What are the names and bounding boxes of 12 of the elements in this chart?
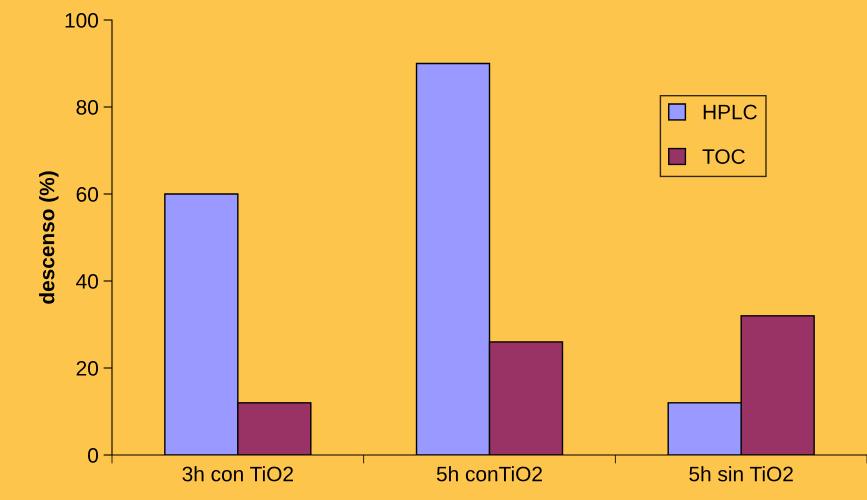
y-tick-label: 80 bbox=[76, 100, 98, 115]
y-tick-label: 100 bbox=[66, 13, 98, 28]
y-tick-label: 20 bbox=[76, 361, 98, 376]
legend-label: HPLC bbox=[704, 104, 757, 120]
y-tick-label: 60 bbox=[76, 187, 98, 202]
x-tick-label: 3h con TiO2 bbox=[182, 466, 293, 482]
x-tick-label: 5h sin TiO2 bbox=[689, 466, 793, 482]
y-tick-label: 0 bbox=[88, 448, 98, 463]
y-tick-label: 40 bbox=[76, 274, 98, 289]
x-tick-label: 5h conTiO2 bbox=[436, 466, 542, 482]
legend-label: TOC bbox=[702, 149, 745, 164]
y-axis-title: descenso (%) bbox=[39, 171, 58, 304]
